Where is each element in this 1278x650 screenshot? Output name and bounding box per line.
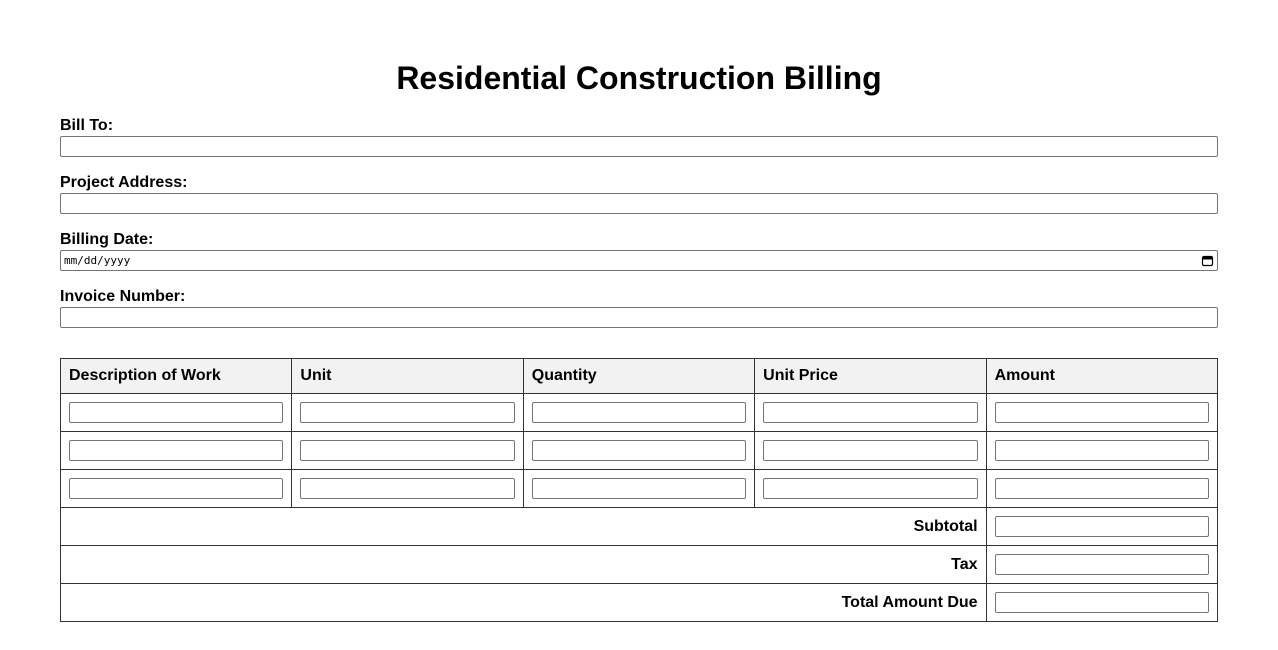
field-label: Bill To: — [60, 117, 114, 134]
cell — [522, 469, 756, 508]
text-input[interactable] — [763, 440, 978, 461]
cell — [754, 393, 987, 432]
field-group: Project Address: — [60, 174, 1218, 214]
title: Residential Construction Billing — [396, 60, 882, 96]
cell — [985, 469, 1219, 508]
column-header: Description of Work — [59, 358, 293, 394]
field-label: Project Address: — [60, 174, 188, 191]
cell — [985, 431, 1219, 470]
billing-form: Residential Construction Billing Bill To… — [59, 60, 1219, 622]
cell — [522, 393, 756, 432]
text-input[interactable] — [994, 516, 1209, 537]
cell — [59, 469, 293, 508]
cell — [985, 545, 1219, 584]
summary-label: Tax — [60, 545, 987, 584]
header-row: Description of Work Unit Quantity Unit Pric… — [59, 358, 1219, 394]
field-group: Bill To: — [60, 117, 1218, 157]
text-input[interactable] — [994, 554, 1209, 575]
cell — [522, 431, 756, 470]
text-input[interactable] — [69, 478, 284, 499]
date-placeholder: mm/dd/yyyy — [64, 254, 131, 267]
summary-row: Total Amount Due — [60, 583, 1219, 622]
summary-row: Tax — [60, 545, 1219, 584]
field-label: Billing Date: — [60, 231, 154, 248]
summary-label: Subtotal — [60, 507, 987, 546]
text-input[interactable] — [531, 440, 747, 461]
column-header: Amount — [985, 358, 1219, 394]
summary-row: Subtotal — [60, 507, 1219, 546]
column-header: Unit — [291, 358, 524, 394]
text-input[interactable] — [994, 478, 1209, 499]
summary-label: Total Amount Due — [60, 583, 987, 622]
text-input[interactable] — [69, 402, 284, 423]
date-input[interactable]: mm/dd/yyyy — [60, 250, 1218, 271]
item-row — [59, 393, 1219, 432]
cell — [59, 431, 293, 470]
billing-table: Description of Work Unit Quantity Unit Pric… — [59, 358, 1219, 622]
text-input[interactable] — [300, 402, 515, 423]
item-row — [59, 469, 1219, 508]
text-input[interactable] — [531, 478, 747, 499]
text-input[interactable] — [60, 136, 1218, 157]
text-input[interactable] — [763, 402, 978, 423]
field-group: Billing Date: mm/dd/yyyy — [60, 231, 1218, 271]
column-header: Quantity — [522, 358, 756, 394]
text-input[interactable] — [300, 478, 515, 499]
field-label: Invoice Number: — [60, 288, 186, 305]
column-header: Unit Price — [754, 358, 987, 394]
text-input[interactable] — [60, 193, 1218, 214]
text-input[interactable] — [531, 402, 747, 423]
cell — [985, 583, 1219, 622]
text-input[interactable] — [994, 440, 1209, 461]
item-row — [59, 431, 1219, 470]
cell — [754, 431, 987, 470]
calendar-icon[interactable] — [1201, 254, 1214, 267]
text-input[interactable] — [69, 440, 284, 461]
cell — [985, 507, 1219, 546]
text-input[interactable] — [60, 307, 1218, 328]
text-input[interactable] — [300, 440, 515, 461]
text-input[interactable] — [763, 478, 978, 499]
cell — [291, 393, 524, 432]
cell — [291, 469, 524, 508]
cell — [754, 469, 987, 508]
cell — [59, 393, 293, 432]
cell — [291, 431, 524, 470]
text-input[interactable] — [994, 592, 1209, 613]
cell — [985, 393, 1219, 432]
field-group: Invoice Number: — [60, 288, 1218, 328]
text-input[interactable] — [994, 402, 1209, 423]
